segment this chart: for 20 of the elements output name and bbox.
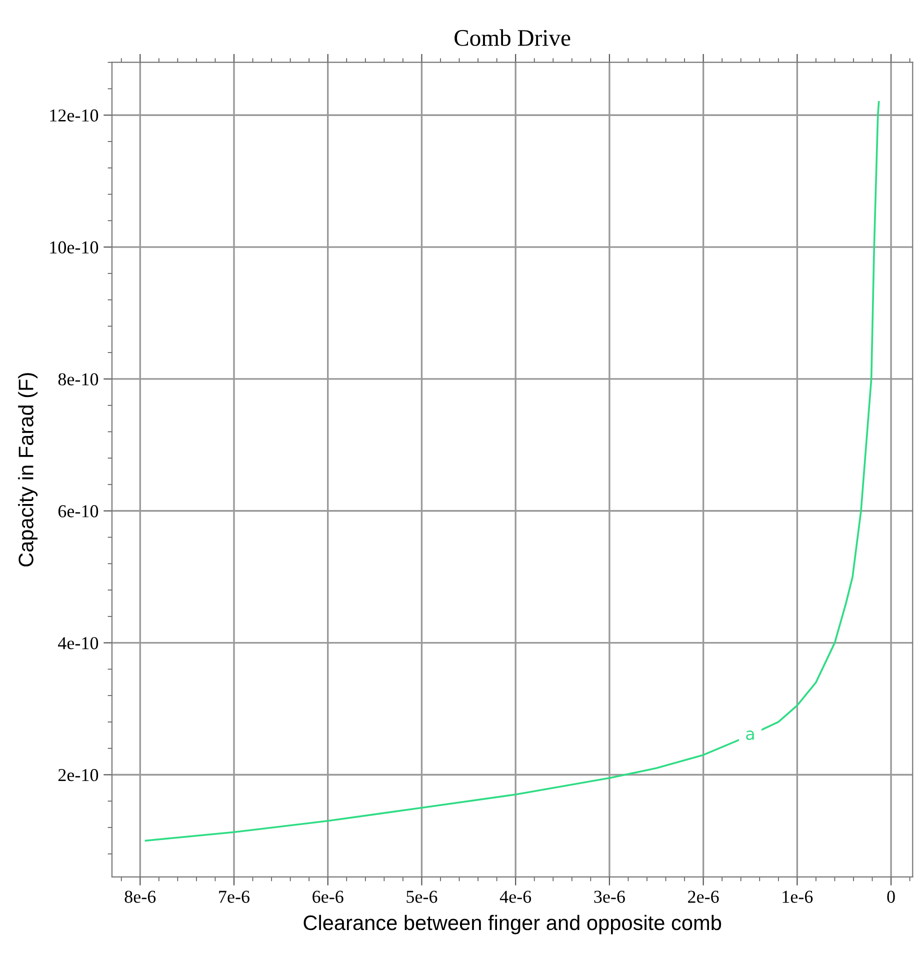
y-tick-label: 4e-10 bbox=[58, 637, 98, 650]
x-tick-label: 5e-6 bbox=[406, 890, 438, 903]
y-tick-label: 2e-10 bbox=[58, 768, 98, 782]
y-axis-title: Capacity in Farad (F) bbox=[18, 373, 38, 566]
x-tick-label: 8e-6 bbox=[124, 890, 156, 903]
series-label: a bbox=[746, 730, 754, 740]
chart-title: Comb Drive bbox=[454, 29, 570, 46]
y-tick-label: 12e-10 bbox=[50, 109, 98, 122]
x-tick-label: 2e-6 bbox=[688, 890, 719, 903]
x-tick-label: 0 bbox=[887, 890, 895, 903]
x-tick-label: 1e-6 bbox=[782, 890, 813, 903]
x-tick-label: 4e-6 bbox=[500, 890, 532, 903]
x-axis-title: Clearance between finger and opposite comb bbox=[304, 914, 722, 934]
y-tick-label: 10e-10 bbox=[50, 241, 98, 254]
y-tick-label: 6e-10 bbox=[58, 505, 98, 518]
x-tick-label: 7e-6 bbox=[219, 890, 250, 903]
y-tick-label: 8e-10 bbox=[58, 373, 98, 386]
x-tick-label: 3e-6 bbox=[594, 890, 625, 903]
x-tick-label: 6e-6 bbox=[312, 890, 344, 903]
line-series bbox=[144, 101, 880, 842]
